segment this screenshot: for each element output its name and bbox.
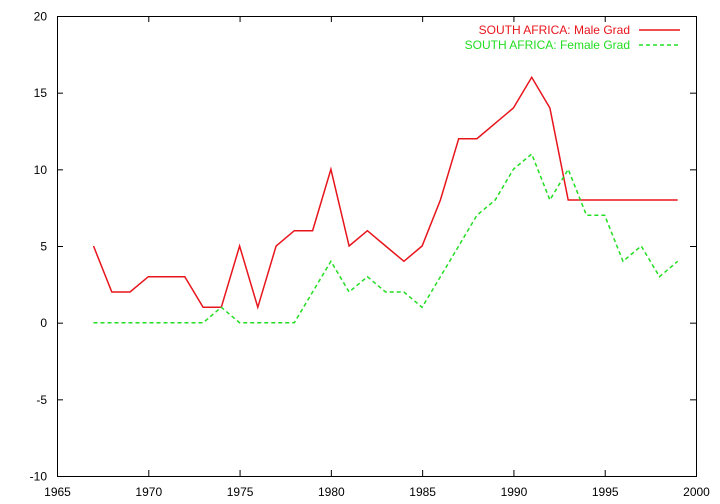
y-tick-label: 15 xyxy=(34,86,48,100)
x-tick-label: 1975 xyxy=(227,485,254,499)
series-lines xyxy=(92,75,679,324)
x-tick-label: 2000 xyxy=(683,485,710,499)
x-tick-label: 1995 xyxy=(592,485,619,499)
series-line-1 xyxy=(93,152,679,324)
y-tick-label: 5 xyxy=(40,240,47,254)
legend-label-1: SOUTH AFRICA: Female Grad xyxy=(465,38,630,52)
y-tick-label: 20 xyxy=(34,10,48,24)
x-tick-label: 1985 xyxy=(409,485,436,499)
legend-label-0: SOUTH AFRICA: Male Grad xyxy=(479,23,630,37)
x-tick-label: 1980 xyxy=(318,485,345,499)
y-tick-label: 10 xyxy=(34,163,48,177)
x-tick-label: 1965 xyxy=(44,485,71,499)
y-tick-label: -5 xyxy=(36,393,47,407)
plot-frame xyxy=(57,16,697,477)
x-tick-label: 1970 xyxy=(135,485,162,499)
x-tick-label: 1990 xyxy=(501,485,528,499)
y-tick-label: -10 xyxy=(30,470,48,484)
axis-ticks xyxy=(57,16,697,477)
y-tick-label: 0 xyxy=(40,316,47,330)
series-line-0 xyxy=(92,75,678,310)
axis-tick-labels: 1965 1970 1975 1980 1985 1990 1995 2000 -10 -5 0 5 1… xyxy=(30,10,711,500)
